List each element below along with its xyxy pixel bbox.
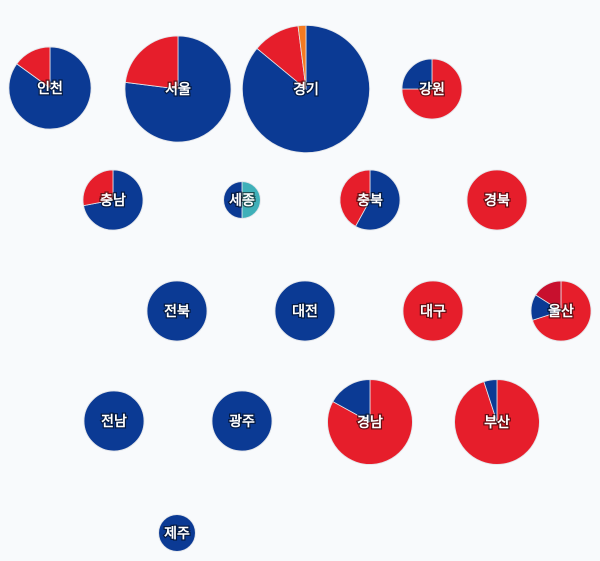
region: 충북 — [339, 169, 401, 231]
region: 서울 — [124, 35, 232, 143]
region-label: 세종 — [229, 193, 255, 209]
pie-slice — [332, 379, 371, 423]
region-label: 서울 — [165, 81, 191, 98]
region: 경남 — [327, 379, 413, 465]
pie-slice — [124, 35, 179, 90]
region-label: 경북 — [484, 192, 510, 209]
region: 세종 — [223, 181, 261, 219]
region: 경기 — [241, 24, 371, 154]
region: 전남 — [83, 390, 145, 452]
pie-slice — [83, 390, 145, 452]
region: 제주 — [158, 514, 196, 552]
pie-slice — [466, 169, 528, 231]
region: 강원 — [401, 58, 463, 120]
pie-slice — [327, 379, 413, 465]
region: 대전 — [274, 280, 336, 342]
region: 부산 — [454, 379, 540, 465]
pie-slice — [223, 181, 243, 219]
region: 울산 — [530, 280, 592, 342]
region-label: 충북 — [357, 193, 383, 209]
pie-slice — [158, 514, 196, 552]
pie-slice — [355, 169, 401, 231]
pie-slice — [483, 379, 498, 423]
region-label: 대전 — [292, 303, 318, 320]
pie-slice — [339, 169, 371, 227]
pie-slice — [146, 280, 208, 342]
region-label: 울산 — [548, 303, 574, 320]
region: 대구 — [402, 280, 464, 342]
pie-slice — [82, 169, 114, 207]
pie-slice — [297, 24, 307, 90]
region-label: 경남 — [357, 414, 383, 431]
pie-slice — [401, 58, 433, 90]
region-label: 광주 — [229, 413, 255, 430]
pie-slice — [535, 280, 562, 312]
region-label: 전북 — [164, 303, 190, 320]
region: 충남 — [82, 169, 144, 231]
region: 광주 — [211, 390, 273, 452]
region-label: 부산 — [484, 414, 510, 431]
pie-slice — [241, 181, 261, 219]
region-label: 전남 — [101, 413, 127, 430]
pie-slice — [274, 280, 336, 342]
pie-slice — [211, 390, 273, 452]
region-label: 경기 — [293, 81, 319, 98]
region: 전북 — [146, 280, 208, 342]
region-label: 대구 — [420, 304, 446, 320]
region: 인천 — [8, 46, 92, 130]
region-label: 인천 — [37, 80, 63, 97]
pie-slice — [401, 58, 463, 120]
region-label: 제주 — [164, 526, 190, 542]
region-label: 충남 — [100, 192, 126, 209]
pie-slice — [402, 280, 464, 342]
pie-slice — [16, 46, 51, 89]
region-label: 강원 — [419, 81, 445, 98]
region: 경북 — [466, 169, 528, 231]
